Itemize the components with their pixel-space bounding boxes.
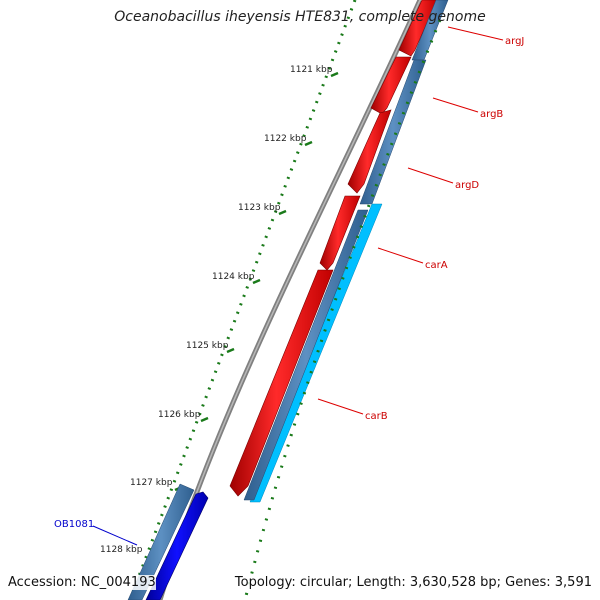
ruler-label: 1121 kbp — [290, 65, 333, 75]
gene-label-argJ: argJ — [505, 36, 524, 47]
ruler-tick — [278, 209, 287, 216]
label-line-OB1081 — [92, 525, 138, 546]
ruler-label: 1124 kbp — [212, 272, 255, 282]
gene-argJ-arrow — [398, 0, 438, 57]
gene-label-OB1081: OB1081 — [54, 519, 94, 530]
ruler-label: 1123 kbp — [238, 203, 281, 213]
gene-label-lines — [92, 26, 504, 546]
label-line-argD — [407, 167, 454, 184]
gene-label-carB: carB — [365, 411, 388, 422]
gene-label-argB: argB — [480, 109, 503, 120]
ruler-labels: 1121 kbp 1122 kbp 1123 kbp 1124 kbp 1125… — [100, 65, 333, 555]
ruler-label: 1126 kbp — [158, 410, 201, 420]
label-line-argB — [432, 97, 479, 113]
label-line-carA — [377, 247, 424, 264]
gene-labels: argJ argB argD carA carB OB1081 — [54, 36, 524, 530]
gene-argB-arrow — [370, 56, 412, 115]
gene-argD-arrow — [347, 109, 392, 194]
ruler-tick — [226, 347, 235, 354]
gene-label-argD: argD — [455, 180, 479, 191]
gene-label-carA: carA — [425, 260, 448, 271]
label-line-argJ — [447, 26, 504, 41]
genome-stats-text: Topology: circular; Length: 3,630,528 bp… — [234, 575, 592, 590]
forward-genes — [229, 0, 438, 497]
accession-text: Accession: NC_004193 — [8, 575, 156, 590]
label-line-carB — [317, 398, 364, 415]
ruler-tick — [304, 140, 313, 147]
map-title: Oceanobacillus iheyensis HTE831, complet… — [114, 9, 486, 25]
ruler-tick — [252, 278, 261, 285]
ruler-label: 1128 kbp — [100, 545, 143, 555]
ruler-label: 1125 kbp — [186, 341, 229, 351]
gene-carB-arrow — [229, 269, 334, 497]
ruler-label: 1127 kbp — [130, 478, 173, 488]
ruler-label: 1122 kbp — [264, 134, 307, 144]
gene-OB1081-segment — [127, 483, 195, 600]
ruler-tick — [330, 71, 339, 78]
ruler-ticks — [148, 71, 339, 561]
cds-segment — [243, 209, 369, 501]
cds-track — [243, 0, 449, 503]
ruler-tick — [200, 416, 209, 423]
gene-carA-arrow — [319, 195, 361, 271]
